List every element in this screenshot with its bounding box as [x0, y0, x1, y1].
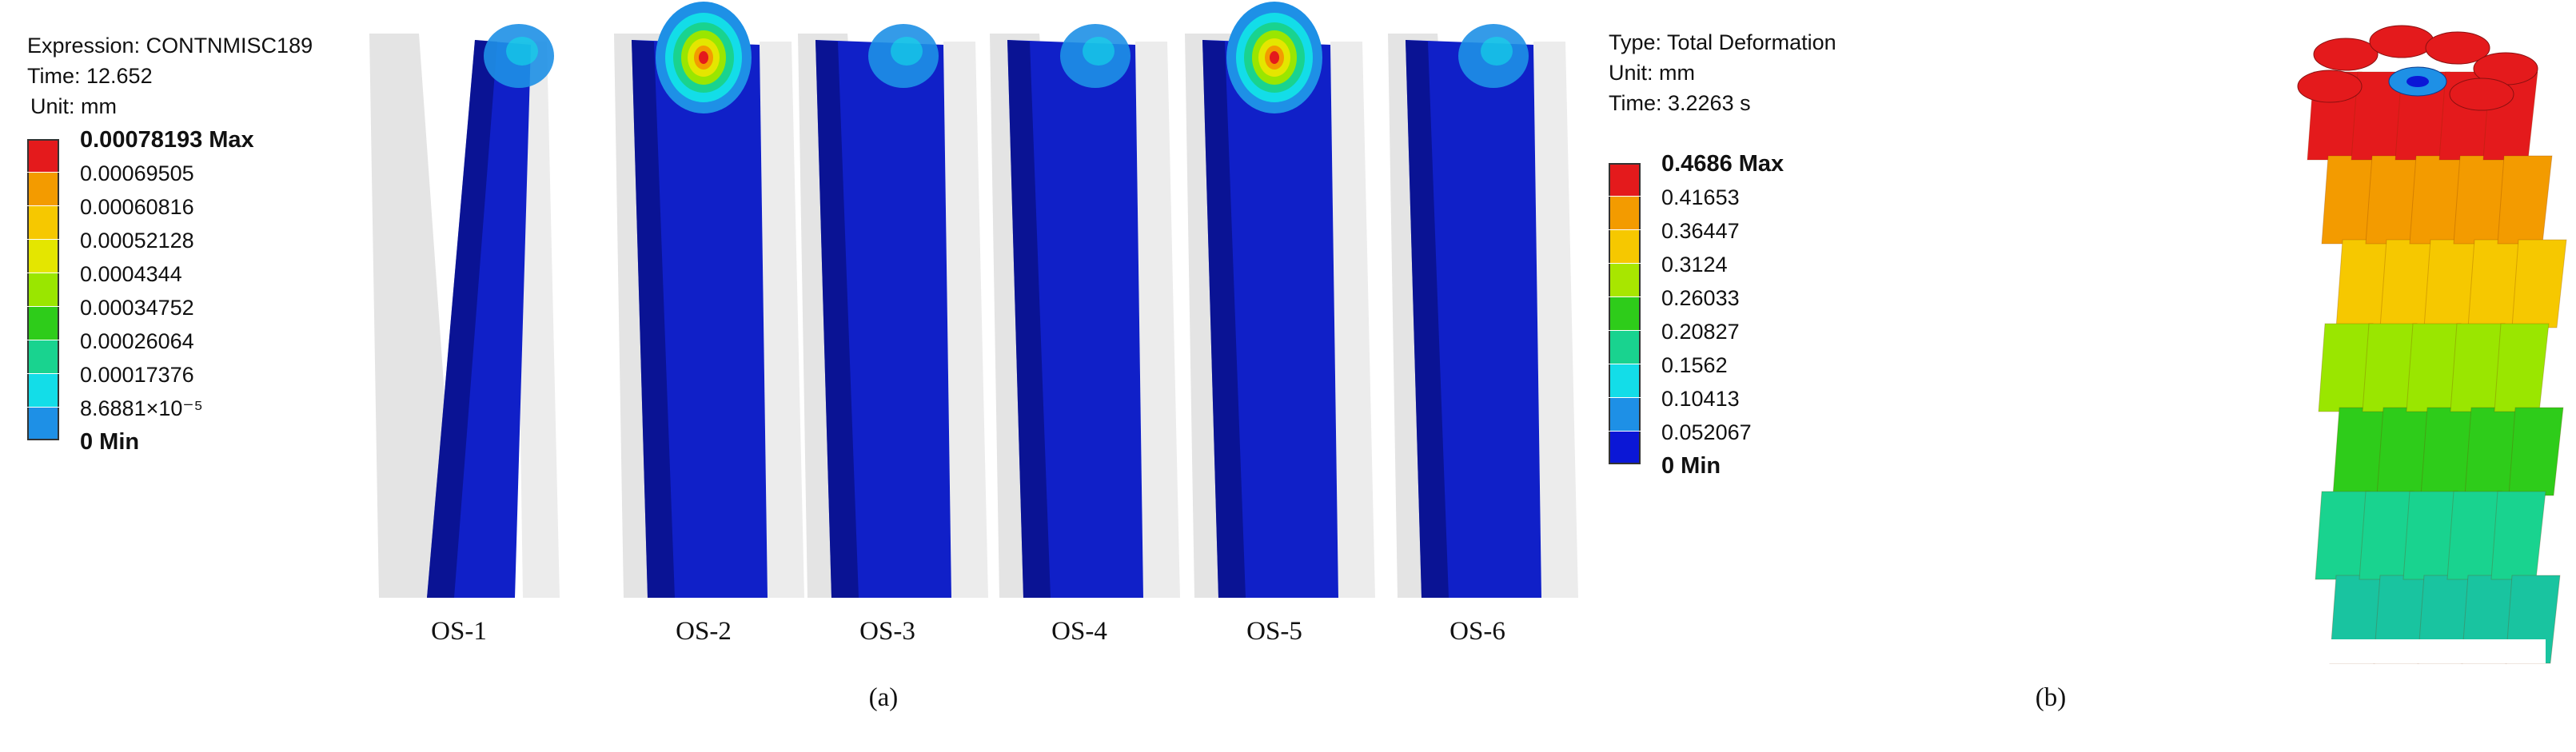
ghost-shape: [943, 42, 988, 598]
strand-band: [2494, 323, 2550, 412]
legend-value: 0.10413: [1661, 387, 1740, 411]
panel-label: OS-5: [1246, 617, 1302, 646]
shadow-strip: [427, 40, 497, 598]
panel-os-3: [798, 24, 988, 598]
shadow-strip: [1406, 40, 1449, 598]
ghost-shape: [1135, 42, 1180, 598]
legend-value: 0.20827: [1661, 320, 1740, 344]
legend-swatch: [1609, 264, 1641, 296]
legend-value: 0.00052128: [80, 229, 194, 253]
core-wire-center: [2407, 76, 2429, 87]
strand-cap: [2313, 38, 2379, 71]
stress-hotspot: [506, 37, 538, 66]
legend-swatch: [27, 307, 59, 340]
legend-swatch: [27, 273, 59, 306]
legend-a-time: Time: 12.652: [27, 64, 153, 88]
shadow-strip: [1202, 40, 1246, 598]
legend-value: 0.0004344: [80, 262, 182, 286]
legend-swatch: [1609, 297, 1641, 330]
panel-label: OS-6: [1449, 617, 1505, 646]
ghost-shape: [369, 34, 459, 598]
strand-cap: [2297, 70, 2363, 103]
legend-swatch: [1609, 197, 1641, 229]
legend-value: 0.052067: [1661, 420, 1752, 444]
ghost-shape: [1533, 42, 1578, 598]
legend-value: 8.6881×10⁻⁵: [80, 396, 203, 420]
strand-cap: [2425, 31, 2490, 65]
legend-value: 0.00017376: [80, 363, 194, 387]
legend-swatch: [27, 408, 59, 440]
legend-swatch: [27, 139, 59, 172]
ghost-shape: [760, 42, 804, 598]
legend-value: 0.00078193 Max: [80, 127, 254, 153]
wire-strand-model: [2297, 25, 2567, 664]
stress-hotspot: [1083, 37, 1115, 66]
legend-value: 0.00069505: [80, 161, 194, 185]
legend-value: 0.36447: [1661, 219, 1740, 243]
caption-b: (b): [2035, 683, 2067, 712]
panel-os-2: [614, 2, 804, 598]
stress-hotspot: [699, 51, 708, 64]
stress-hotspot: [891, 37, 923, 66]
legend-swatch: [27, 340, 59, 373]
legend-swatch: [1609, 432, 1641, 464]
bottom-mask: [2314, 639, 2546, 663]
shadow-strip: [815, 40, 859, 598]
legend-value: 0.26033: [1661, 286, 1740, 310]
legend-swatch: [1609, 364, 1641, 397]
legend-value: 0.00060816: [80, 195, 194, 219]
stress-hotspot: [1481, 37, 1513, 66]
panel-label: OS-3: [859, 617, 915, 646]
stress-hotspot: [1270, 51, 1279, 64]
caption-a: (a): [868, 683, 899, 712]
panel-os-1: [369, 24, 560, 598]
legend-value: 0.41653: [1661, 185, 1740, 209]
legend-swatch: [27, 240, 59, 273]
legend-value: 0 Min: [80, 429, 140, 455]
legend-b-type: Type: Total Deformation: [1609, 30, 1836, 54]
legend-swatch: [1609, 331, 1641, 364]
strand-band: [2490, 491, 2546, 580]
strand-cap: [2369, 25, 2434, 58]
legend-a-expression: Expression: CONTNMISC189: [27, 34, 313, 58]
legend-value: 0.4686 Max: [1661, 151, 1784, 177]
legend-value: 0.00026064: [80, 329, 194, 353]
strand-cap: [2449, 78, 2514, 111]
legend-swatch: [1609, 230, 1641, 263]
shadow-strip: [1007, 40, 1051, 598]
legend-b-unit: Unit: mm: [1609, 61, 1695, 85]
legend-b: Type: Total Deformation Unit: mm Time: 3…: [1609, 27, 1836, 118]
legend-value: 0.1562: [1661, 353, 1728, 377]
panel-label: OS-1: [431, 617, 487, 646]
legend-value: 0.00034752: [80, 296, 194, 320]
panel-label: OS-2: [676, 617, 732, 646]
legend-b-time: Time: 3.2263 s: [1609, 91, 1751, 115]
panel-os-4: [990, 24, 1180, 598]
legend-a-unit: Unit: mm: [30, 94, 117, 118]
wire-strand: [2482, 71, 2567, 664]
panel-label: OS-4: [1051, 617, 1107, 646]
strand-band: [2497, 155, 2553, 245]
legend-swatch: [1609, 398, 1641, 431]
strand-band: [2511, 239, 2567, 328]
strand-band: [2508, 407, 2564, 496]
legend-swatch: [27, 206, 59, 239]
shadow-strip: [632, 40, 675, 598]
legend-value: 0.3124: [1661, 253, 1728, 277]
wire-strand: [2351, 71, 2435, 664]
panel-os-6: [1388, 24, 1578, 598]
legend-swatch: [27, 374, 59, 407]
legend-swatch: [1609, 163, 1641, 196]
legend-value: 0 Min: [1661, 453, 1721, 479]
legend-swatch: [27, 173, 59, 205]
ghost-shape: [1330, 42, 1375, 598]
legend-a: Expression: CONTNMISC189 Time: 12.652 Un…: [27, 30, 313, 121]
panel-os-5: [1185, 2, 1375, 598]
